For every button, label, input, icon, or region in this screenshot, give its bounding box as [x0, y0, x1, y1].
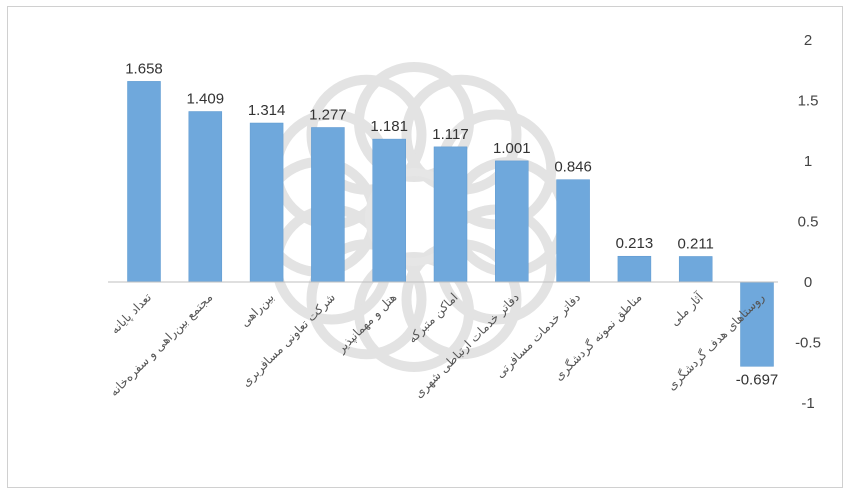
data-label: 1.658 — [125, 60, 163, 77]
y-tick-label: -0.5 — [795, 335, 821, 352]
y-tick-label: 1.5 — [798, 93, 819, 110]
data-label: -0.697 — [736, 371, 779, 388]
bar — [433, 146, 468, 283]
data-label: 0.846 — [554, 159, 592, 176]
category-label: تعداد پایانه — [108, 290, 154, 336]
y-tick-label: 1 — [804, 153, 812, 170]
data-labels: 1.658 1.409 1.314 1.277 1.181 1.117 1.001 0.846… — [125, 60, 778, 388]
chart-frame: 2 1.5 1 0.5 0 -0.5 -1 1.658 1.409 1.314 1.277 1.18… — [7, 6, 843, 488]
data-label: 0.211 — [677, 235, 713, 252]
watermark-emblem — [259, 62, 569, 372]
data-label: 1.409 — [187, 91, 225, 108]
data-label: 1.181 — [370, 118, 408, 135]
bar — [740, 281, 774, 367]
category-label: آثار ملی — [667, 289, 707, 329]
bar — [127, 81, 161, 283]
bars — [127, 81, 774, 367]
bar — [556, 179, 590, 283]
category-label: بین‌راهی — [237, 290, 277, 330]
data-label: 0.213 — [616, 235, 654, 252]
bar — [311, 127, 345, 283]
data-label: 1.117 — [432, 126, 468, 143]
bar — [617, 255, 652, 283]
bar — [249, 122, 284, 283]
y-tick-label: 0.5 — [798, 214, 819, 231]
y-tick-labels: 2 1.5 1 0.5 0 -0.5 -1 — [795, 32, 821, 412]
data-label: 1.277 — [309, 106, 347, 123]
y-tick-label: 2 — [804, 32, 812, 49]
bar — [188, 111, 223, 283]
y-tick-label: 0 — [804, 274, 812, 291]
bar — [678, 256, 713, 283]
y-tick-label: -1 — [801, 395, 814, 412]
data-label: 1.314 — [248, 102, 286, 119]
bar — [495, 160, 529, 283]
bar — [372, 138, 406, 283]
bar-chart: 2 1.5 1 0.5 0 -0.5 -1 1.658 1.409 1.314 1.277 1.18… — [107, 32, 821, 412]
category-label: مجتمع بین‌راهی و سفره‌خانه — [107, 290, 216, 399]
data-label: 1.001 — [493, 140, 531, 157]
